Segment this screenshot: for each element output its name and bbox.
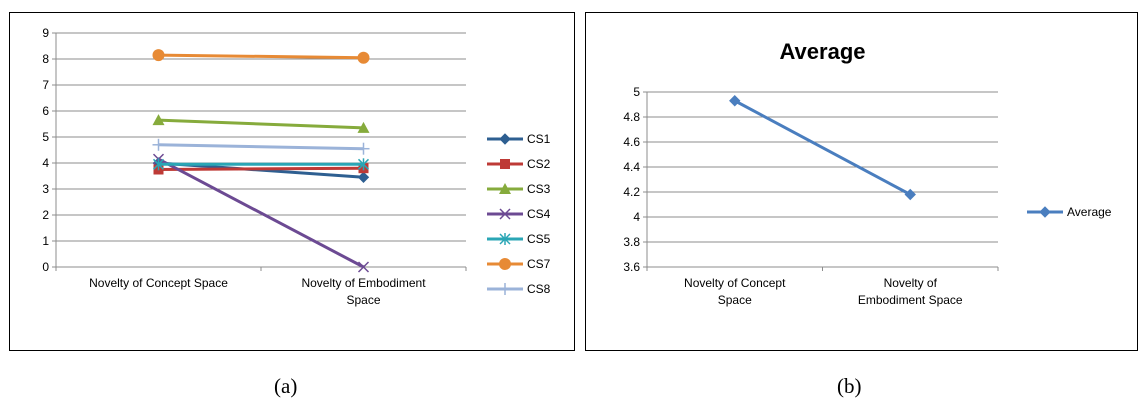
legend-label: Average <box>1067 205 1112 219</box>
legend-item-cs5: CS5 <box>487 232 551 246</box>
y-tick-label: 9 <box>42 26 49 40</box>
legend-label: CS4 <box>527 207 551 221</box>
y-tick-label: 4 <box>633 210 640 224</box>
caption-b: (b) <box>837 374 862 398</box>
series-line-cs8 <box>158 143 364 151</box>
legend-item-cs4: CS4 <box>487 207 551 221</box>
series-line-cs3 <box>158 118 364 130</box>
x-tick-label: Novelty of Embodiment Space <box>301 276 426 307</box>
y-tick-label: 4.2 <box>623 185 640 199</box>
x-tick-label: Novelty of Embodiment Space <box>858 276 963 307</box>
y-tick-label: 5 <box>42 130 49 144</box>
legend-marker <box>499 233 511 245</box>
legend-item-cs3: CS3 <box>487 182 551 196</box>
y-tick-label: 1 <box>42 234 49 248</box>
chart-panel-b: Average 3.6 3.8 4 4.2 4.4 4.6 4.8 5 Novelty of Co… <box>585 12 1138 351</box>
data-point-cs7 <box>357 51 370 64</box>
legend-marker <box>1039 206 1051 218</box>
series-line-cs4 <box>157 157 365 269</box>
data-point-cs8 <box>152 138 165 151</box>
y-tick-label: 2 <box>42 208 49 222</box>
y-tick-label: 3 <box>42 182 49 196</box>
y-tick-label: 7 <box>42 78 49 92</box>
line-chart-b: Average 3.6 3.8 4 4.2 4.4 4.6 4.8 5 Novelty of Co… <box>623 39 1112 307</box>
y-tick-label: 5 <box>633 85 640 99</box>
y-tick-label: 6 <box>42 104 49 118</box>
x-tick-label: Novelty of Concept Space <box>89 276 228 290</box>
chart-title: Average <box>779 39 865 64</box>
y-tick-label: 3.6 <box>623 260 640 274</box>
line-chart-a: 0 1 2 3 4 5 6 7 8 9 Novelty of Concept Space Novelt… <box>42 26 551 307</box>
series-line-average <box>734 99 911 196</box>
legend-label: CS5 <box>527 232 551 246</box>
legend-item-average: Average <box>1027 205 1112 219</box>
data-point-cs4 <box>357 261 370 273</box>
data-point-average <box>729 95 741 107</box>
series-line-cs2 <box>158 166 364 171</box>
legend-marker <box>499 208 511 220</box>
y-tick-label: 8 <box>42 52 49 66</box>
legend-marker <box>499 283 511 295</box>
data-point-cs5 <box>357 158 370 171</box>
data-point-cs8 <box>357 142 370 155</box>
legend-label: CS7 <box>527 257 551 271</box>
data-point-cs5 <box>152 158 165 171</box>
data-point-cs3 <box>152 114 165 126</box>
legend-item-cs2: CS2 <box>487 157 551 171</box>
legend-marker <box>499 133 511 145</box>
legend-label: CS3 <box>527 182 551 196</box>
legend-marker <box>499 183 511 194</box>
y-tick-label: 4.8 <box>623 110 640 124</box>
data-point-cs7 <box>152 49 165 62</box>
legend-marker <box>499 258 511 270</box>
y-tick-label: 4.4 <box>623 160 640 174</box>
legend-label: CS8 <box>527 282 551 296</box>
x-tick-label: Novelty of Concept Space <box>684 276 786 307</box>
series-line-cs7 <box>158 53 364 60</box>
legend-marker <box>500 159 510 169</box>
data-point-cs1 <box>357 171 370 184</box>
legend-item-cs7: CS7 <box>487 257 551 271</box>
y-tick-label: 4 <box>42 156 49 170</box>
y-tick-label: 3.8 <box>623 235 640 249</box>
chart-panel-a: 0 1 2 3 4 5 6 7 8 9 Novelty of Concept Space Novelt… <box>9 12 575 351</box>
legend-item-cs8: CS8 <box>487 282 551 296</box>
y-tick-label: 0 <box>42 260 49 274</box>
data-point-average <box>904 188 916 201</box>
caption-a: (a) <box>274 374 298 398</box>
legend-label: CS2 <box>527 157 551 171</box>
y-tick-label: 4.6 <box>623 135 640 149</box>
legend-label: CS1 <box>527 132 551 146</box>
legend-item-cs1: CS1 <box>487 132 551 146</box>
data-point-cs3 <box>357 121 370 133</box>
